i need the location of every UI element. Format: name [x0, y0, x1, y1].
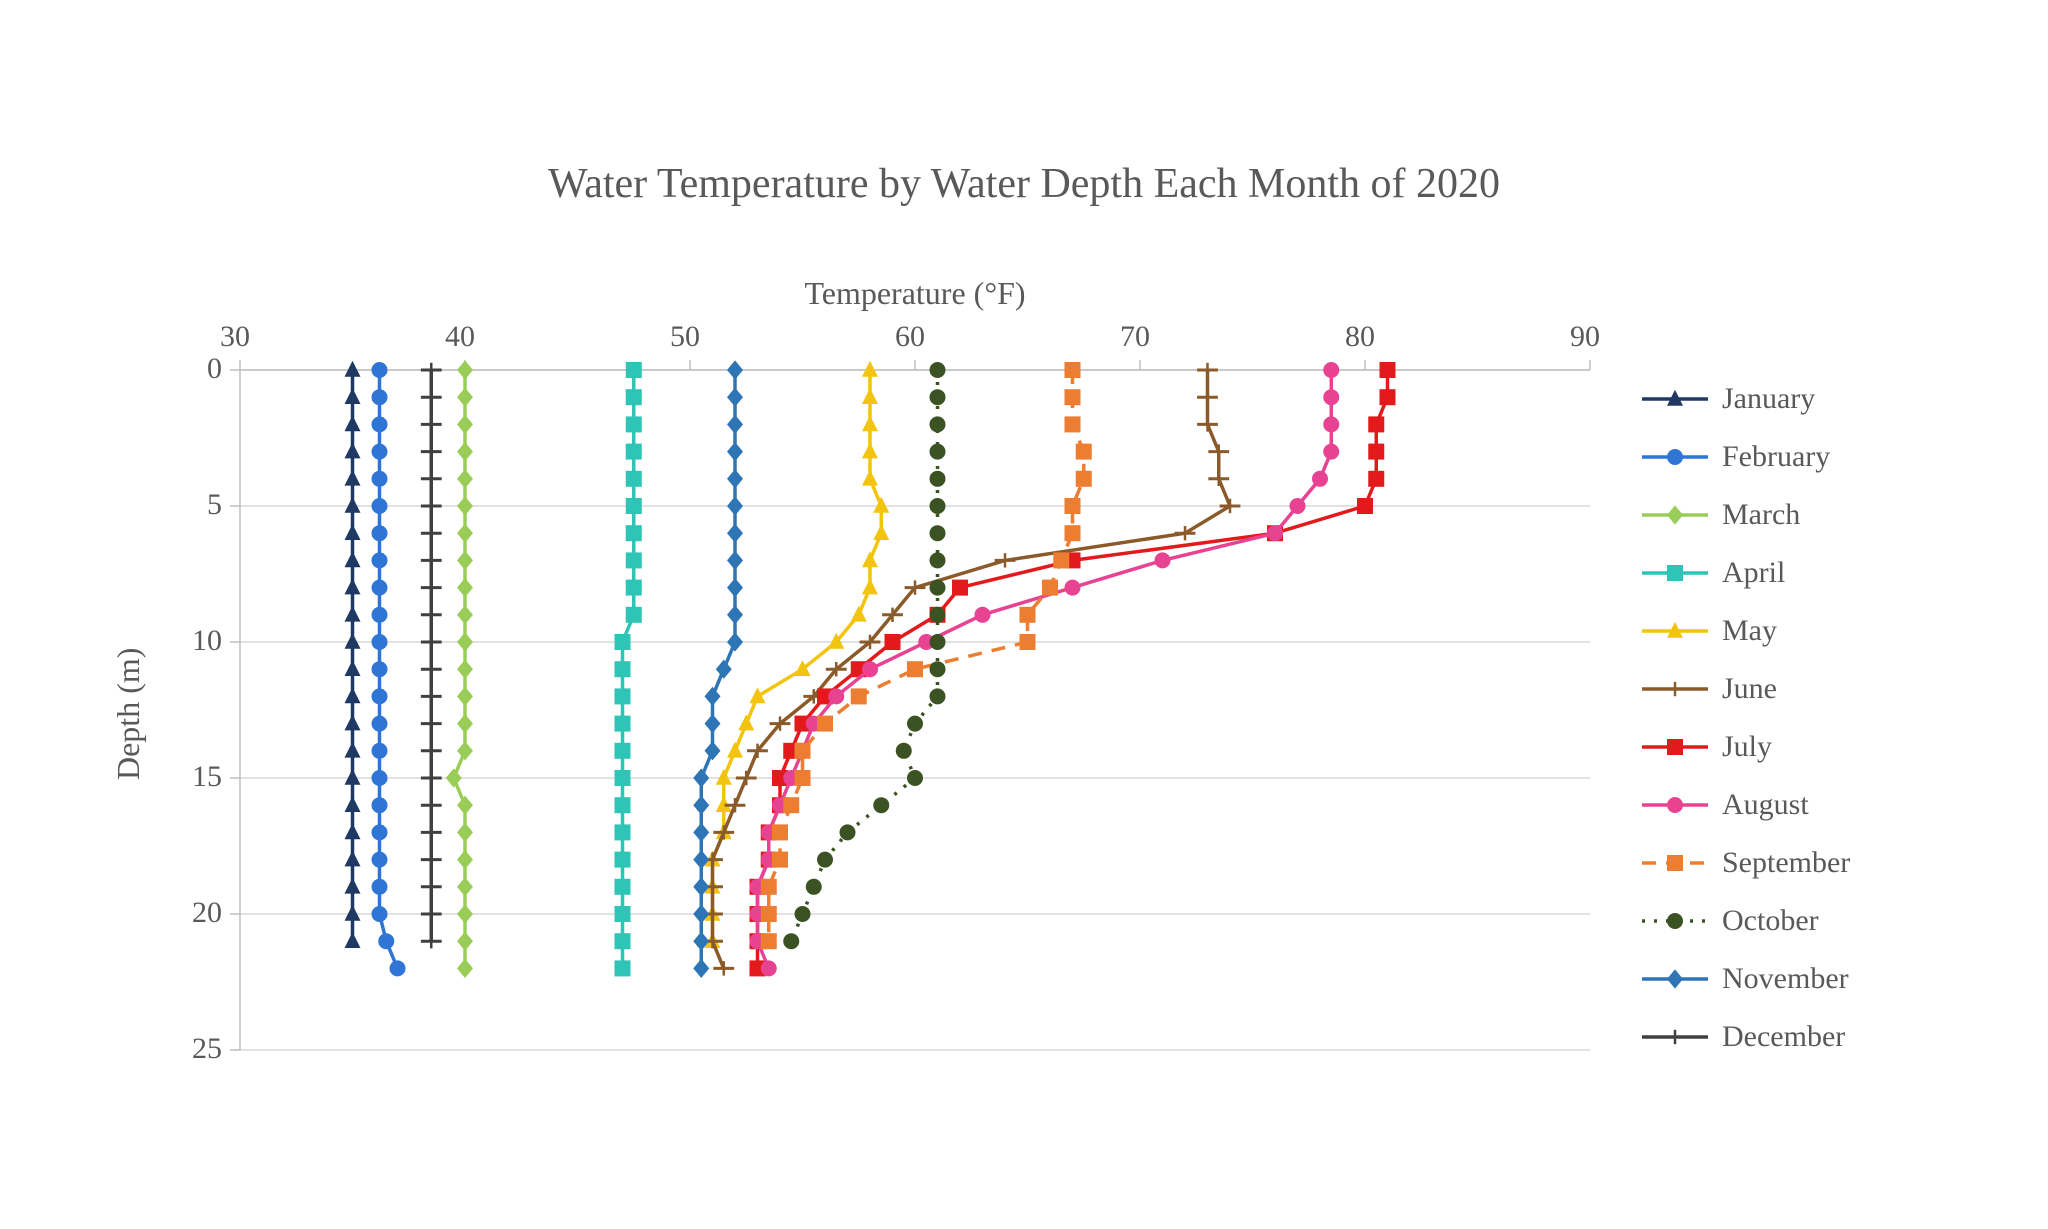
legend: January February March April May June July Augu… — [1640, 370, 1850, 1066]
legend-swatch — [1640, 848, 1710, 878]
legend-item-june: June — [1640, 660, 1850, 718]
x-tick-label: 30 — [220, 320, 250, 354]
series-december — [421, 360, 442, 952]
legend-swatch — [1640, 442, 1710, 472]
y-tick-label: 20 — [192, 896, 222, 930]
series-september — [761, 362, 1092, 949]
legend-swatch — [1640, 790, 1710, 820]
legend-label: April — [1722, 556, 1785, 590]
series-june — [702, 360, 1240, 979]
chart-container: Water Temperature by Water Depth Each Mo… — [0, 0, 2048, 1229]
y-tick-label: 10 — [192, 624, 222, 658]
legend-label: August — [1722, 788, 1809, 822]
legend-label: January — [1722, 382, 1815, 416]
series-october — [783, 362, 945, 949]
y-tick-label: 5 — [207, 488, 222, 522]
legend-item-may: May — [1640, 602, 1850, 660]
legend-swatch — [1640, 906, 1710, 936]
legend-item-april: April — [1640, 544, 1850, 602]
legend-item-march: March — [1640, 486, 1850, 544]
legend-label: November — [1722, 962, 1849, 996]
legend-label: March — [1722, 498, 1800, 532]
series-april — [615, 362, 642, 976]
legend-label: May — [1722, 614, 1777, 648]
legend-item-november: November — [1640, 950, 1850, 1008]
series-february — [372, 362, 406, 976]
series-march — [446, 360, 473, 978]
y-tick-label: 25 — [192, 1032, 222, 1066]
legend-item-august: August — [1640, 776, 1850, 834]
legend-swatch — [1640, 1022, 1710, 1052]
legend-item-september: September — [1640, 834, 1850, 892]
legend-item-january: January — [1640, 370, 1850, 428]
y-tick-label: 0 — [207, 352, 222, 386]
series-january — [345, 361, 361, 948]
legend-label: February — [1722, 440, 1830, 474]
legend-label: October — [1722, 904, 1819, 938]
x-tick-label: 70 — [1120, 320, 1150, 354]
legend-swatch — [1640, 558, 1710, 588]
legend-item-october: October — [1640, 892, 1850, 950]
legend-item-december: December — [1640, 1008, 1850, 1066]
legend-label: July — [1722, 730, 1772, 764]
x-tick-label: 80 — [1345, 320, 1375, 354]
legend-label: June — [1722, 672, 1777, 706]
legend-swatch — [1640, 616, 1710, 646]
x-tick-label: 90 — [1570, 320, 1600, 354]
x-tick-label: 40 — [445, 320, 475, 354]
legend-swatch — [1640, 732, 1710, 762]
legend-item-july: July — [1640, 718, 1850, 776]
legend-swatch — [1640, 674, 1710, 704]
legend-swatch — [1640, 500, 1710, 530]
x-tick-label: 50 — [670, 320, 700, 354]
y-tick-label: 15 — [192, 760, 222, 794]
legend-swatch — [1640, 964, 1710, 994]
x-tick-label: 60 — [895, 320, 925, 354]
legend-label: September — [1722, 846, 1850, 880]
legend-item-february: February — [1640, 428, 1850, 486]
legend-label: December — [1722, 1020, 1845, 1054]
legend-swatch — [1640, 384, 1710, 414]
